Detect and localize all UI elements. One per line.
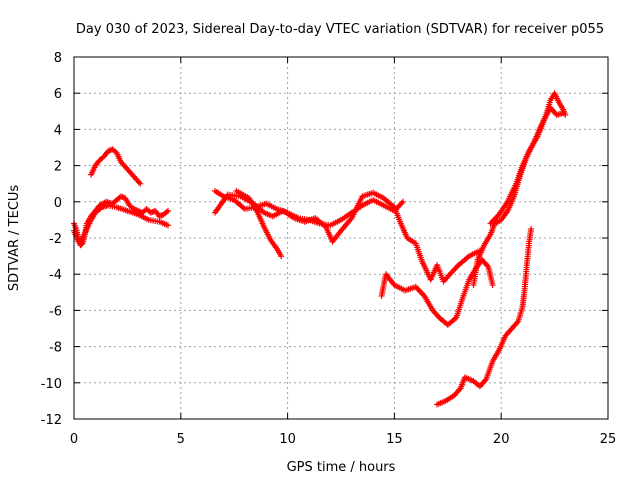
x-tick-label: 0 <box>70 432 78 447</box>
x-axis-label: GPS time / hours <box>287 460 396 475</box>
data-point <box>489 282 496 289</box>
data-point <box>528 225 535 232</box>
y-axis-label: SDTVAR / TECUs <box>7 185 22 292</box>
y-tick-label: -10 <box>41 377 62 392</box>
data-point <box>560 110 567 117</box>
y-tick-label: -12 <box>41 413 62 428</box>
x-tick-label: 10 <box>279 432 296 447</box>
series-10 <box>487 104 567 227</box>
grid-layer <box>74 57 608 419</box>
x-tick-label: 20 <box>493 432 510 447</box>
series-9 <box>470 90 569 289</box>
x-tick-label: 5 <box>177 432 185 447</box>
y-tick-label: -8 <box>49 341 62 356</box>
x-tick-label: 15 <box>386 432 403 447</box>
y-tick-label: 8 <box>54 51 62 66</box>
y-tick-label: 0 <box>54 196 62 211</box>
plot-frame <box>73 56 609 420</box>
series-2 <box>88 146 144 187</box>
series-3 <box>71 202 171 245</box>
data-point <box>164 207 171 214</box>
y-tick-label: -2 <box>49 232 62 247</box>
data-point <box>164 222 171 229</box>
y-tick-label: 2 <box>54 160 62 175</box>
data-point <box>278 253 285 260</box>
series-layer <box>71 90 569 408</box>
series-8 <box>434 225 535 408</box>
chart-title: Day 030 of 2023, Sidereal Day-to-day VTE… <box>76 22 604 37</box>
data-point <box>399 198 406 205</box>
series-line <box>489 106 565 225</box>
series-line <box>472 92 567 287</box>
axis-layer: 0 5 10 15 20 25 -12 -10 -8 -6 -4 -2 0 2 4 6 8 <box>41 51 617 447</box>
series-6 <box>233 187 285 260</box>
y-tick-label: -6 <box>49 304 62 319</box>
y-tick-label: 4 <box>54 123 62 138</box>
y-tick-label: -4 <box>49 268 62 283</box>
x-tick-label: 25 <box>600 432 617 447</box>
y-tick-label: 6 <box>54 87 62 102</box>
data-point <box>137 180 144 187</box>
